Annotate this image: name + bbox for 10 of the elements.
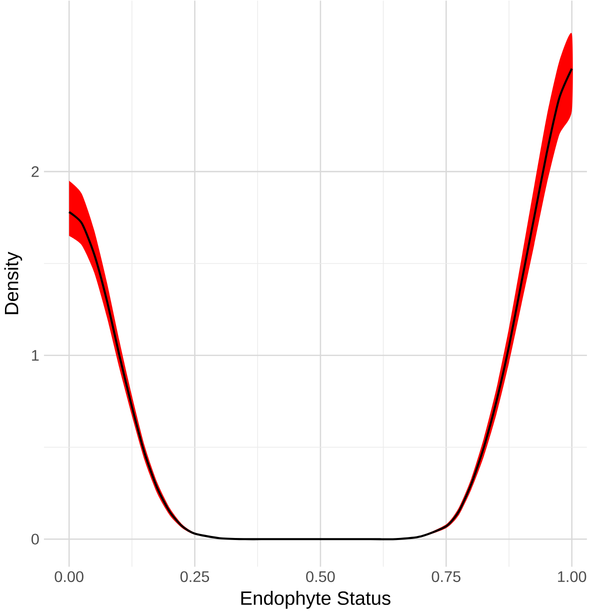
y-tick-label: 2: [32, 166, 39, 177]
x-tick-label: 0.50: [306, 571, 335, 582]
x-tick-label: 0.25: [180, 571, 210, 582]
x-axis-title: Endophyte Status: [241, 590, 390, 609]
x-tick-label: 0.75: [432, 571, 460, 582]
x-tick-label: 0.00: [54, 571, 84, 582]
x-tick-label: 1.00: [558, 571, 586, 582]
y-tick-label: 1: [32, 350, 39, 361]
y-tick-label: 0: [31, 534, 39, 545]
y-axis-title: Density: [4, 252, 22, 314]
